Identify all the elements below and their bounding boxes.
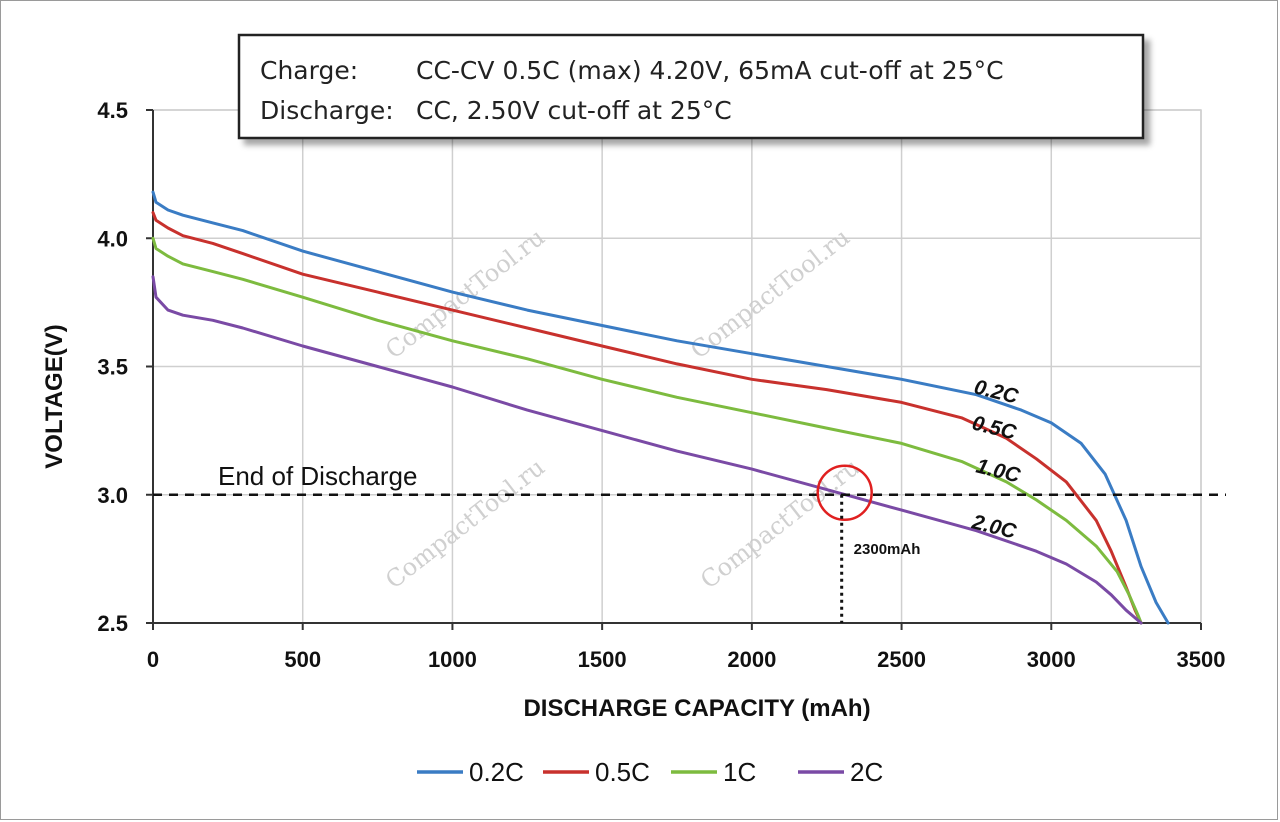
legend-label-0.2C: 0.2C	[469, 757, 524, 787]
watermark-2: CompactTool.ru	[685, 223, 855, 364]
series-lines	[151, 190, 1170, 625]
end-of-discharge-label: End of Discharge	[218, 461, 417, 491]
curve-label-0.5C: 0.5C	[970, 412, 1019, 445]
legend-label-0.5C: 0.5C	[595, 757, 650, 787]
info-discharge-label: Discharge:	[260, 96, 394, 125]
curve-label-2C: 2.0C	[969, 510, 1019, 543]
x-tick-label-0: 0	[147, 647, 159, 672]
series-line-2C	[151, 275, 1143, 625]
y-tick-label-4.0: 4.0	[97, 226, 128, 251]
y-tick-label-3.0: 3.0	[97, 483, 128, 508]
tick-labels: 0 500 1000 1500 2000 2500 3000 3500 2.5 3.0 3.5 4.0…	[41, 98, 1225, 722]
x-tick-label-3500: 3500	[1177, 647, 1226, 672]
grid	[152, 109, 1202, 624]
axes	[146, 109, 1202, 630]
watermark-4: CompactTool.ru	[695, 453, 865, 594]
legend-label-1C: 1C	[723, 757, 756, 787]
y-tick-label-4.5: 4.5	[97, 98, 128, 123]
x-tick-label-1500: 1500	[578, 647, 627, 672]
x-axis-title: DISCHARGE CAPACITY (mAh)	[523, 695, 870, 722]
x-tick-label-2000: 2000	[727, 647, 776, 672]
info-box: Charge: CC-CV 0.5C (max) 4.20V, 65mA cut-…	[237, 33, 1145, 140]
legend: 0.2C 0.5C 1C 2C	[417, 757, 883, 787]
marker-circle	[816, 464, 873, 521]
x-tick-label-1000: 1000	[428, 647, 477, 672]
info-charge-label: Charge:	[260, 56, 358, 85]
curve-label-1C: 1.0C	[974, 455, 1023, 488]
info-discharge-text: CC, 2.50V cut-off at 25°C	[416, 96, 732, 125]
x-tick-label-3000: 3000	[1027, 647, 1076, 672]
info-box-frame	[237, 33, 1145, 140]
series-line-0.5C	[151, 211, 1143, 625]
y-tick-label-3.5: 3.5	[97, 355, 128, 380]
legend-label-2C: 2C	[850, 757, 883, 787]
x-tick-label-500: 500	[284, 647, 321, 672]
x-tick-label-2500: 2500	[877, 647, 926, 672]
info-charge-text: CC-CV 0.5C (max) 4.20V, 65mA cut-off at …	[416, 56, 1004, 85]
marker-label: 2300mAh	[854, 541, 921, 558]
series-line-0.2C	[151, 190, 1170, 625]
curve-label-0.2C: 0.2C	[972, 376, 1021, 409]
y-axis-title: VOLTAGE(V)	[41, 324, 68, 468]
series-line-1C	[151, 236, 1143, 625]
annotations: End of Discharge 2300mAh 0.2C0.5C 1.0C 2.0C	[153, 376, 1226, 623]
y-tick-label-2.5: 2.5	[97, 611, 128, 636]
